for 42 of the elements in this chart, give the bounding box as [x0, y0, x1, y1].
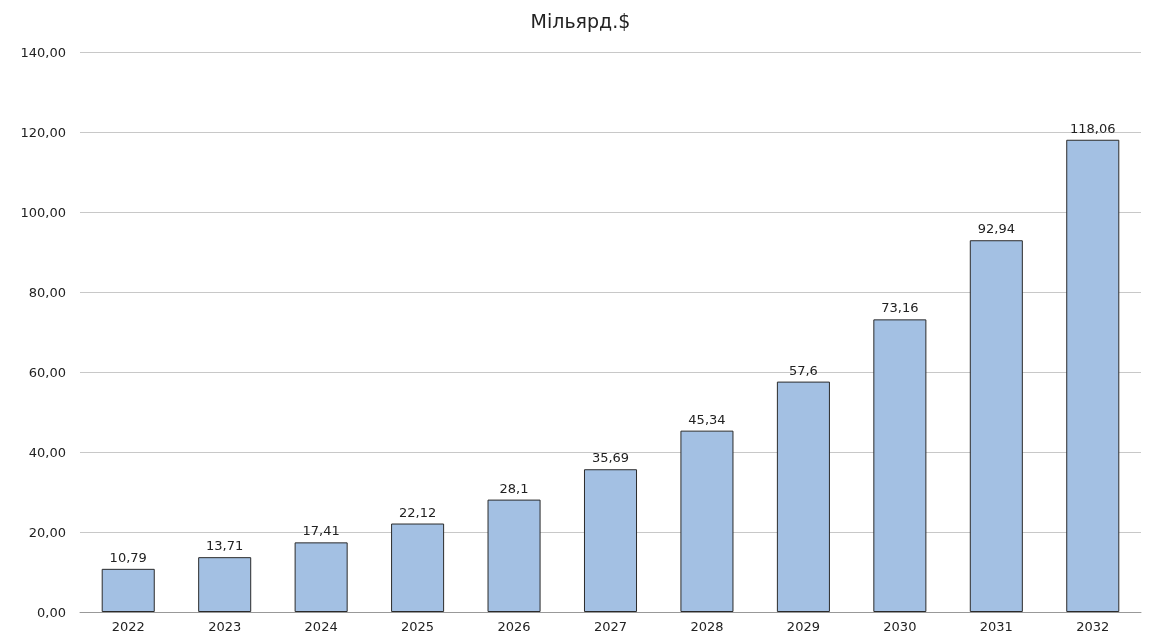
bar: [391, 523, 445, 612]
bar: [294, 542, 348, 612]
data-label: 118,06: [1070, 120, 1116, 136]
data-label: 13,71: [206, 538, 244, 554]
bar: [1066, 139, 1120, 612]
x-tick-label: 2029: [786, 619, 820, 634]
bar: [101, 568, 155, 612]
x-tick-label: 2028: [690, 619, 724, 634]
x-tick-label: 2032: [1076, 619, 1110, 634]
x-tick-label: 2030: [883, 619, 917, 634]
bar: [487, 499, 541, 612]
y-tick-label: 40,00: [28, 444, 66, 460]
data-label: 57,6: [788, 362, 818, 378]
chart-title: Мільярд.$: [530, 9, 631, 32]
x-tick-label: 2025: [401, 619, 435, 634]
data-label: 10,79: [109, 549, 147, 565]
data-label: 92,94: [977, 221, 1015, 237]
y-tick-label: 100,00: [20, 204, 66, 220]
bar: [198, 557, 252, 612]
y-tick-label: 0,00: [37, 604, 66, 620]
data-label: 73,16: [881, 300, 919, 316]
x-tick-label: 2023: [208, 619, 242, 634]
data-label: 45,34: [688, 411, 726, 427]
bar: [680, 430, 734, 612]
x-tick-label: 2024: [304, 619, 338, 634]
y-tick-label: 140,00: [20, 44, 66, 60]
data-label: 35,69: [591, 450, 630, 466]
x-tick-label: 2027: [593, 619, 628, 634]
x-tick-label: 2026: [497, 619, 531, 634]
bar: [583, 469, 638, 612]
data-label: 28,1: [499, 480, 529, 496]
bar: [873, 319, 927, 612]
bar: [969, 240, 1023, 612]
bar: [776, 381, 830, 612]
x-tick-label: 2031: [979, 619, 1013, 634]
y-tick-label: 120,00: [20, 124, 66, 140]
data-label: 22,12: [398, 504, 437, 520]
y-tick-label: 80,00: [28, 284, 66, 300]
y-tick-label: 20,00: [28, 524, 66, 540]
data-label: 17,41: [302, 523, 340, 539]
y-tick-label: 60,00: [28, 364, 66, 380]
x-tick-label: 2022: [111, 619, 145, 634]
